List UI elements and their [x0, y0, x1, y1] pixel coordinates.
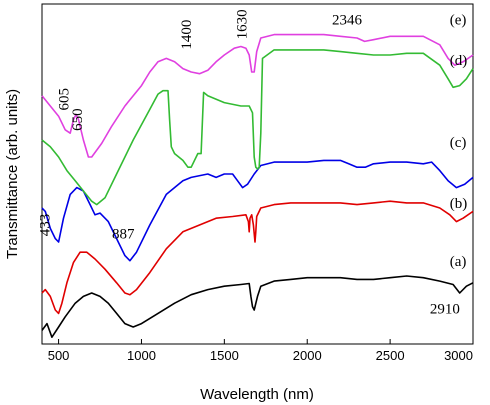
series-line-b: [41, 200, 474, 315]
peak-annotation: 1400: [179, 20, 195, 50]
x-tick-label: 2000: [293, 348, 322, 363]
series-label: (e): [450, 12, 467, 28]
series-label: (a): [450, 254, 467, 270]
x-tick-label: 2500: [376, 348, 405, 363]
series-label: (b): [450, 196, 468, 212]
series-labels: (e) (d) (c) (b) (a): [450, 12, 468, 269]
plot-frame: [41, 3, 474, 345]
x-tick-label: 500: [48, 348, 70, 363]
peak-annotation: 887: [112, 227, 135, 243]
series-line-c: [41, 159, 474, 262]
x-tick-label: 3000: [444, 348, 473, 363]
peak-annotation: 433: [37, 214, 53, 237]
peak-annotation: 2910: [430, 301, 460, 317]
series-line-a: [41, 275, 474, 339]
x-tick-label: 1000: [127, 348, 156, 363]
y-axis-label: Transmittance (arb. units): [4, 89, 21, 259]
series-lines: [41, 33, 474, 339]
series-label: (c): [450, 135, 467, 151]
series-line-d: [41, 49, 474, 206]
series-line-e: [41, 33, 474, 158]
x-axis-label: Wavelength (nm): [200, 386, 314, 403]
peak-annotation: 1630: [235, 9, 251, 39]
peak-annotation: 2346: [332, 12, 363, 28]
series-label: (d): [450, 53, 468, 69]
x-axis-ticks: 500 1000 1500 2000 2500 3000: [48, 339, 474, 363]
peak-annotation: 605: [57, 88, 73, 111]
peak-annotation: 650: [70, 108, 86, 131]
x-tick-label: 1500: [210, 348, 239, 363]
